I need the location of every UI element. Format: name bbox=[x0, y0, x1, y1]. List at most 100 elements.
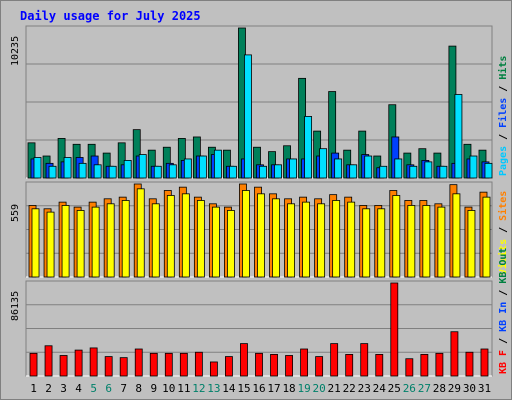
bar-kb-f-day-6 bbox=[104, 356, 113, 377]
bar-kb-f-day-7 bbox=[119, 357, 128, 377]
right-legend: Pages / Files / Hits bbox=[497, 56, 509, 176]
bar-pages-day-19 bbox=[304, 116, 313, 179]
bar-kb-f-day-3 bbox=[59, 355, 68, 377]
x-tick-label-day-5: 5 bbox=[90, 382, 97, 395]
bar-pages-day-20 bbox=[319, 148, 328, 179]
legend-kb-out: KB Out bbox=[498, 248, 509, 284]
bar-visits-day-19 bbox=[302, 201, 311, 278]
legend-visits: Visits bbox=[497, 239, 509, 275]
x-tick-label-day-22: 22 bbox=[343, 382, 356, 395]
bar-pages-day-8 bbox=[138, 154, 147, 179]
x-tick-label-day-30: 30 bbox=[463, 382, 476, 395]
bar-kb-f-day-8 bbox=[134, 348, 143, 377]
y-max-label: 559 bbox=[10, 204, 21, 222]
x-tick-label-day-8: 8 bbox=[135, 382, 142, 395]
x-tick-label-day-2: 2 bbox=[45, 382, 52, 395]
bar-visits-day-4 bbox=[76, 210, 85, 278]
bar-kb-f-day-9 bbox=[149, 352, 158, 377]
x-tick-label-day-26: 26 bbox=[403, 382, 416, 395]
bar-visits-day-27 bbox=[422, 205, 431, 278]
bar-kb-f-day-26 bbox=[405, 358, 414, 377]
bar-kb-f-day-27 bbox=[420, 354, 429, 377]
bar-visits-day-7 bbox=[121, 200, 130, 278]
bar-visits-day-25 bbox=[392, 195, 401, 278]
bar-visits-day-28 bbox=[437, 206, 446, 278]
x-tick-label-day-25: 25 bbox=[388, 382, 401, 395]
bar-visits-day-23 bbox=[362, 208, 371, 278]
bar-pages-day-23 bbox=[364, 155, 373, 179]
x-tick-label-day-10: 10 bbox=[162, 382, 175, 395]
bar-kb-f-day-13 bbox=[209, 361, 218, 377]
x-tick-label-day-12: 12 bbox=[192, 382, 205, 395]
bar-pages-day-18 bbox=[289, 158, 297, 179]
y-max-label: 10235 bbox=[10, 36, 21, 66]
legend-files: Files bbox=[497, 98, 509, 128]
bar-pages-day-2 bbox=[48, 165, 57, 179]
bar-kb-f-day-17 bbox=[270, 354, 278, 377]
bar-pages-day-21 bbox=[334, 158, 343, 179]
bar-visits-day-5 bbox=[91, 206, 100, 278]
bars bbox=[29, 282, 489, 377]
bar-kb-f-day-20 bbox=[315, 356, 324, 377]
x-tick-label-day-31: 31 bbox=[478, 382, 491, 395]
bar-kb-f-day-2 bbox=[44, 345, 53, 377]
bar-pages-day-12 bbox=[198, 155, 207, 179]
bar-kb-f-day-4 bbox=[74, 349, 83, 377]
bar-pages-day-30 bbox=[469, 155, 478, 179]
bar-visits-day-8 bbox=[136, 188, 145, 278]
bar-kb-f-day-21 bbox=[330, 343, 339, 377]
bar-visits-day-24 bbox=[377, 208, 386, 278]
x-tick-label-day-27: 27 bbox=[418, 382, 431, 395]
right-legend: KB F / KB In / KB Out bbox=[498, 248, 509, 374]
bar-pages-day-22 bbox=[349, 164, 358, 179]
bar-pages-day-14 bbox=[229, 165, 237, 179]
bar-kb-f-day-10 bbox=[164, 352, 173, 377]
panel-visits-sites: 559 Visits / Sites bbox=[10, 181, 509, 278]
x-tick-label-day-4: 4 bbox=[75, 382, 82, 395]
bar-pages-day-11 bbox=[183, 158, 192, 179]
bar-pages-day-7 bbox=[123, 160, 132, 179]
legend-separator: / bbox=[498, 80, 509, 98]
bar-pages-day-15 bbox=[244, 54, 252, 179]
x-tick-label-day-29: 29 bbox=[448, 382, 461, 395]
legend-kb-f: KB F bbox=[498, 350, 509, 374]
x-tick-label-day-1: 1 bbox=[30, 382, 37, 395]
bar-pages-day-28 bbox=[439, 165, 448, 179]
bar-pages-day-25 bbox=[394, 158, 403, 179]
legend-separator: / bbox=[498, 128, 509, 146]
bar-kb-f-day-1 bbox=[29, 352, 38, 377]
legend-sites: Sites bbox=[497, 191, 509, 221]
bar-visits-day-16 bbox=[257, 193, 265, 278]
x-tick-label-day-6: 6 bbox=[105, 382, 112, 395]
bar-kb-f-day-5 bbox=[89, 347, 98, 377]
x-tick-label-day-19: 19 bbox=[297, 382, 310, 395]
bar-kb-f-day-23 bbox=[360, 343, 369, 377]
bar-pages-day-10 bbox=[168, 164, 177, 179]
panel-hits-files-pages: 10235 Pages / Files / Hits bbox=[10, 25, 509, 179]
bar-kb-f-day-24 bbox=[375, 354, 384, 377]
bar-kb-f-day-11 bbox=[179, 352, 188, 377]
x-tick-label-day-16: 16 bbox=[252, 382, 265, 395]
bar-visits-day-30 bbox=[467, 210, 476, 278]
bar-kb-f-day-30 bbox=[465, 351, 474, 377]
bar-kb-f-day-25 bbox=[390, 282, 399, 377]
bar-visits-day-3 bbox=[61, 205, 70, 278]
x-tick-label-day-21: 21 bbox=[328, 382, 341, 395]
legend-kb-in: KB In bbox=[498, 302, 509, 332]
bar-kb-f-day-15 bbox=[240, 343, 248, 377]
bars bbox=[27, 27, 493, 179]
bar-kb-f-day-14 bbox=[225, 356, 233, 377]
bar-pages-day-27 bbox=[424, 161, 433, 179]
bar-pages-day-29 bbox=[454, 94, 463, 179]
x-tick-label-day-13: 13 bbox=[207, 382, 220, 395]
bar-visits-day-31 bbox=[482, 196, 491, 278]
bar-visits-day-21 bbox=[332, 200, 341, 278]
bar-visits-day-11 bbox=[181, 193, 190, 278]
bar-visits-day-18 bbox=[287, 203, 295, 278]
legend-separator: / bbox=[498, 332, 509, 350]
x-tick-label-day-7: 7 bbox=[120, 382, 127, 395]
bar-kb-f-day-16 bbox=[255, 352, 263, 377]
bar-kb-f-day-12 bbox=[194, 351, 203, 377]
x-tick-label-day-23: 23 bbox=[358, 382, 371, 395]
legend-separator: / bbox=[498, 221, 509, 239]
